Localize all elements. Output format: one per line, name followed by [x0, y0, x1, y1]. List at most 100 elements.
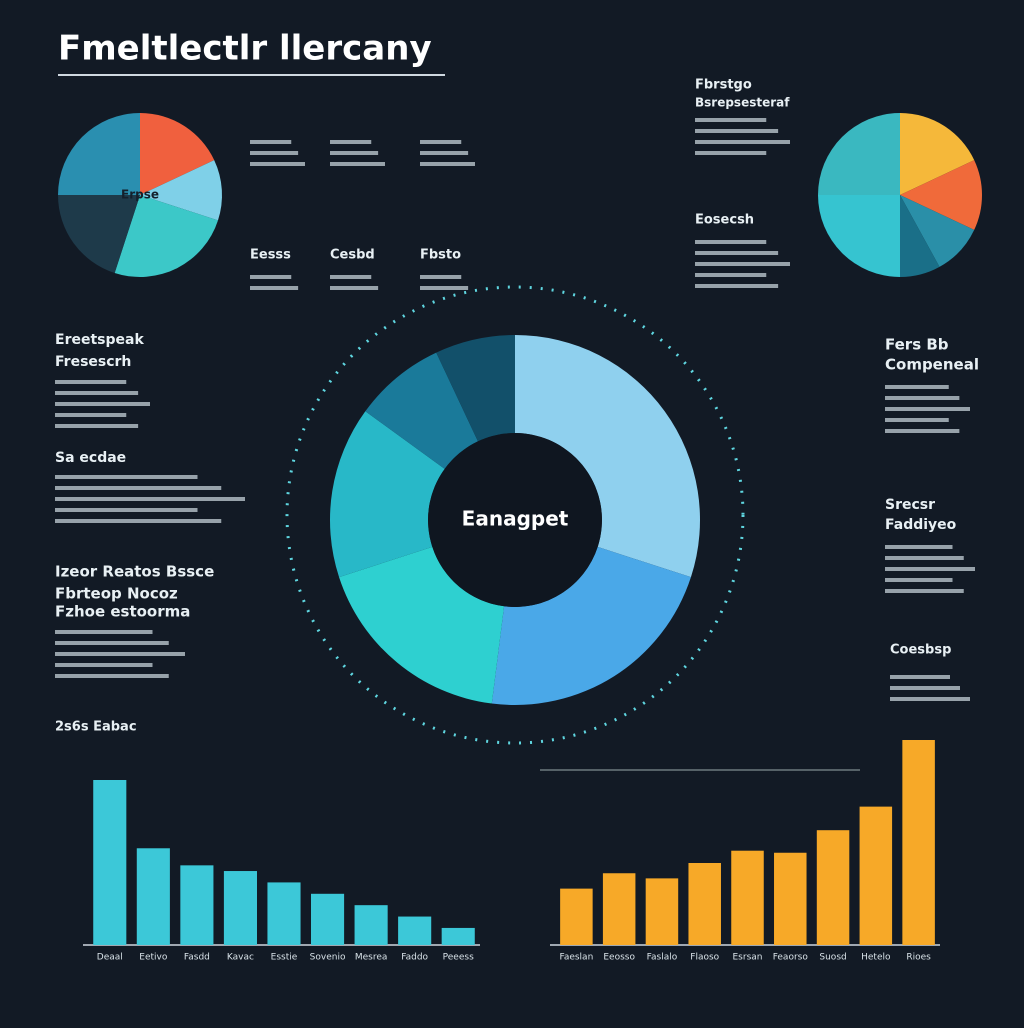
label: Fbsto	[420, 248, 461, 263]
bar	[645, 878, 679, 945]
text-line	[55, 391, 139, 395]
x-tick-label: Hetelo	[861, 953, 891, 963]
text-line	[885, 407, 970, 411]
label: 2s6s Eabac	[55, 720, 137, 735]
text-line	[330, 140, 372, 144]
label: Fbrstgo	[695, 78, 752, 93]
bar	[311, 893, 345, 945]
label: Fzhoe estoorma	[55, 603, 190, 621]
text-line	[420, 151, 469, 155]
label: Fers Bb	[885, 336, 949, 354]
bar	[816, 830, 850, 945]
label: Coesbsp	[890, 643, 951, 658]
pie-slice	[818, 113, 900, 195]
label: Ereetspeak	[55, 332, 144, 348]
x-tick-label: Kavac	[227, 953, 254, 963]
text-line	[695, 284, 779, 288]
text-line	[55, 402, 150, 406]
pie-slice	[900, 113, 975, 195]
bar	[859, 806, 893, 945]
center-label: Erpse	[121, 188, 159, 202]
text-line	[250, 140, 292, 144]
x-tick-label: Suosd	[819, 953, 846, 963]
bar	[267, 882, 301, 945]
label: Eesss	[250, 248, 291, 263]
text-line	[890, 686, 960, 690]
text-line	[695, 273, 767, 277]
label: Fbrteop Nocoz	[55, 585, 178, 603]
text-line	[885, 567, 975, 571]
pie-slice	[58, 195, 140, 273]
label: Bsrepsesteraf	[695, 96, 790, 110]
center-label: Eanagpet	[462, 507, 569, 531]
label: Cesbd	[330, 248, 375, 263]
bar	[136, 848, 170, 945]
text-line	[885, 578, 953, 582]
text-line	[55, 663, 153, 667]
text-line	[420, 162, 475, 166]
pie-slice	[140, 113, 215, 195]
text-line	[885, 418, 949, 422]
bar	[774, 852, 807, 945]
pie-slice	[900, 160, 982, 230]
text-line	[885, 385, 949, 389]
text-line	[250, 286, 299, 290]
label: Eosecsh	[695, 213, 754, 228]
text-line	[695, 129, 779, 133]
text-line	[330, 162, 385, 166]
x-tick-label: Fasdd	[184, 953, 210, 963]
text-line	[695, 151, 767, 155]
x-tick-label: Peeess	[443, 953, 474, 963]
x-tick-label: Faslalo	[647, 953, 678, 963]
label: Izeor Reatos Bssce	[55, 563, 214, 581]
pie-slice	[365, 352, 478, 469]
pie-slice	[339, 546, 505, 704]
text-line	[420, 275, 462, 279]
bar	[398, 916, 432, 945]
text-line	[250, 275, 292, 279]
text-line	[890, 675, 950, 679]
x-tick-label: Rioes	[906, 953, 931, 963]
text-line	[55, 475, 198, 479]
x-tick-label: Mesrea	[355, 953, 388, 963]
label: Sa ecdae	[55, 450, 126, 466]
text-line	[55, 652, 185, 656]
text-line	[420, 286, 469, 290]
pie-slice	[58, 113, 140, 195]
bar	[354, 905, 388, 945]
pie-slice	[436, 335, 515, 442]
text-line	[55, 674, 169, 678]
text-line	[885, 396, 960, 400]
text-line	[55, 413, 127, 417]
bar	[902, 740, 935, 945]
text-line	[885, 545, 953, 549]
text-line	[250, 151, 299, 155]
text-line	[250, 162, 305, 166]
bar	[223, 871, 257, 945]
text-line	[55, 497, 245, 501]
pie-slice	[330, 411, 445, 578]
text-line	[330, 275, 372, 279]
x-tick-label: Feaorso	[773, 953, 809, 963]
text-line	[55, 486, 222, 490]
text-line	[55, 519, 222, 523]
text-line	[55, 641, 169, 645]
text-line	[890, 697, 970, 701]
text-line	[885, 589, 964, 593]
text-line	[885, 429, 960, 433]
x-tick-label: Faddo	[401, 953, 428, 963]
text-line	[695, 140, 790, 144]
text-line	[695, 240, 767, 244]
x-tick-label: Deaal	[97, 953, 123, 963]
pie-slice	[491, 546, 691, 705]
text-line	[885, 556, 964, 560]
x-tick-label: Flaoso	[690, 953, 719, 963]
x-tick-label: Sovenio	[310, 953, 346, 963]
text-line	[55, 508, 198, 512]
bar	[602, 873, 636, 945]
text-line	[55, 380, 127, 384]
bar	[731, 850, 764, 945]
x-tick-label: Eeosso	[603, 953, 635, 963]
label: Fresescrh	[55, 354, 131, 370]
